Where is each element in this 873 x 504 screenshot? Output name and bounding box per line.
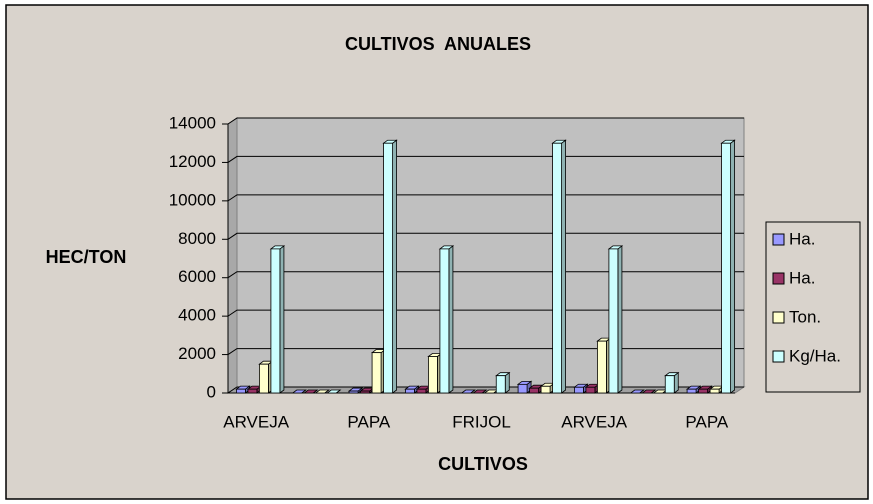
- legend-label: Ha.: [789, 229, 815, 248]
- grid-line: [227, 348, 744, 355]
- bar: [529, 387, 539, 394]
- chart-title: CULTIVOS ANUALES: [345, 34, 531, 54]
- bar: [348, 390, 359, 394]
- grid-line: [227, 117, 744, 125]
- bar: [540, 385, 551, 394]
- y-tick-label: 10000: [169, 190, 216, 209]
- bar: [686, 388, 697, 394]
- x-tick-label: ARVEJA: [561, 412, 627, 431]
- bar-side: [279, 245, 285, 394]
- bar-top: [326, 389, 342, 394]
- bar-side: [730, 139, 735, 394]
- y-tick-label: 0: [207, 382, 216, 401]
- bar: [270, 248, 281, 394]
- bar-top: [472, 389, 488, 394]
- y-tick-label: 6000: [178, 267, 216, 286]
- bar: [236, 388, 246, 394]
- y-axis-label: HEC/TON: [46, 247, 127, 267]
- y-tick-label: 14000: [169, 113, 216, 132]
- grid-line: [227, 309, 744, 317]
- bar: [416, 388, 427, 394]
- y-tick-label: 4000: [178, 306, 216, 325]
- bar: [371, 352, 382, 394]
- x-tick-label: PAPA: [685, 412, 728, 431]
- grid-line: [227, 232, 744, 240]
- bar: [709, 388, 720, 394]
- bar: [585, 386, 596, 394]
- legend-label: Kg/Ha.: [789, 346, 841, 365]
- grid-line: [227, 155, 744, 163]
- bar-top: [460, 389, 476, 394]
- y-tick-label: 8000: [178, 229, 216, 248]
- x-axis-label: CULTIVOS: [438, 454, 528, 474]
- legend-label: Ha.: [789, 268, 815, 287]
- bar: [574, 386, 584, 394]
- bar: [495, 375, 506, 394]
- bar: [383, 142, 393, 394]
- x-tick-label: FRIJOL: [452, 412, 511, 431]
- bar: [597, 340, 607, 394]
- legend-label: Ton.: [789, 307, 821, 326]
- bar: [552, 142, 562, 394]
- bar: [517, 383, 528, 394]
- bar-top: [303, 389, 319, 394]
- bar-side: [561, 139, 566, 394]
- bar: [428, 356, 438, 394]
- grid-line: [227, 271, 744, 279]
- bar: [664, 375, 675, 394]
- bar: [259, 363, 269, 394]
- bar-side: [448, 245, 454, 394]
- bar-top: [641, 389, 657, 394]
- legend-swatch: [772, 350, 785, 363]
- bar: [698, 388, 708, 394]
- x-tick-label: ARVEJA: [223, 412, 289, 431]
- bar-top: [314, 389, 330, 394]
- y-tick-label: 12000: [169, 152, 216, 171]
- bar-top: [629, 389, 645, 394]
- legend-swatch: [772, 272, 785, 285]
- x-tick-label: PAPA: [347, 412, 390, 431]
- bar: [360, 390, 370, 394]
- bar: [247, 388, 258, 394]
- bar: [439, 248, 450, 394]
- bar-side: [617, 245, 623, 394]
- legend-swatch: [772, 311, 785, 324]
- grid-line: [227, 194, 744, 202]
- bar: [405, 388, 415, 394]
- bar: [608, 248, 619, 394]
- back-wall: [236, 117, 745, 388]
- y-tick-label: 2000: [178, 344, 216, 363]
- bar: [721, 142, 731, 394]
- bar-top: [291, 389, 307, 394]
- legend: [765, 221, 861, 393]
- legend-swatch: [772, 233, 785, 246]
- bar-side: [392, 139, 397, 394]
